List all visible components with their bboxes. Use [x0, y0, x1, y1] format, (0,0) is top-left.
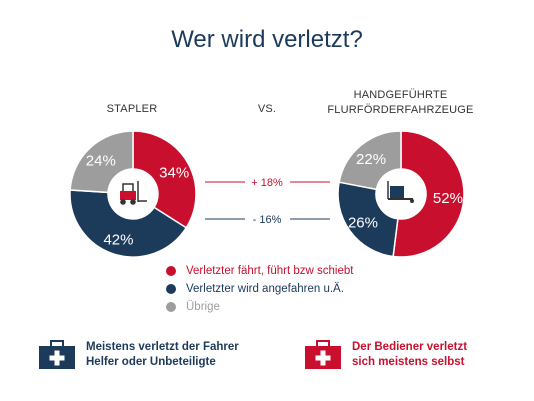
legend-label: Verletzter fährt, führt bzw schiebt [186, 265, 354, 277]
note-text: Der Bediener verletzt sich meistens selb… [352, 340, 467, 370]
page-title: Wer wird verletzt? [171, 26, 363, 53]
chart-label-handgefuehrte: HANDGEFÜHRTE FLURFÖRDERFAHRZEUGE [308, 88, 493, 118]
chart-label-stapler: STAPLER [106, 103, 158, 115]
comparison-bottom-label: - 16% [253, 214, 282, 226]
comparison-bottom: - 16% [205, 214, 330, 226]
legend-dot-red [166, 266, 176, 276]
donut-slice-label: 52% [433, 190, 463, 207]
donut-slice-label: 26% [348, 215, 378, 232]
note-operator: Der Bediener verletzt sich meistens selb… [304, 340, 467, 370]
legend-dot-grey [166, 302, 176, 312]
note-line2: Helfer oder Unbeteiligte [86, 356, 216, 368]
versus-label: VS. [257, 103, 277, 115]
forklift-icon [120, 181, 147, 205]
pallet-truck-icon [387, 181, 414, 203]
donut-slice-label: 42% [103, 232, 133, 249]
note-line1: Meistens verletzt der Fahrer [86, 341, 239, 353]
legend-label: Übrige [186, 301, 220, 313]
donut-slice [69, 189, 188, 258]
donut-chart-stapler: 34% 42% 24% [69, 130, 197, 258]
legend-item: Verletzter fährt, führt bzw schiebt [166, 262, 353, 280]
note-text: Meistens verletzt der Fahrer Helfer oder… [86, 340, 239, 370]
donut-slice-label: 22% [356, 151, 386, 168]
comparison-top: + 18% [205, 177, 330, 189]
first-aid-kit-icon [39, 340, 75, 369]
chart-label-line1: HANDGEFÜHRTE [353, 89, 448, 101]
legend-item: Übrige [166, 298, 353, 316]
note-line1: Der Bediener verletzt [352, 341, 468, 353]
legend-item: Verletzter wird angefahren u.Ä. [166, 280, 353, 298]
donut-slice-label: 34% [159, 164, 189, 181]
chart-label-line2: FLURFÖRDERFAHRZEUGE [327, 104, 474, 116]
note-line2: sich meistens selbst [352, 356, 465, 368]
note-driver: Meistens verletzt der Fahrer Helfer oder… [38, 340, 239, 370]
first-aid-kit-icon [305, 340, 341, 369]
comparison-top-label: + 18% [251, 177, 283, 189]
legend-dot-navy [166, 284, 176, 294]
legend-label: Verletzter wird angefahren u.Ä. [186, 283, 344, 295]
donut-slice-label: 24% [86, 153, 116, 170]
legend: Verletzter fährt, führt bzw schiebt Verl… [166, 262, 353, 316]
